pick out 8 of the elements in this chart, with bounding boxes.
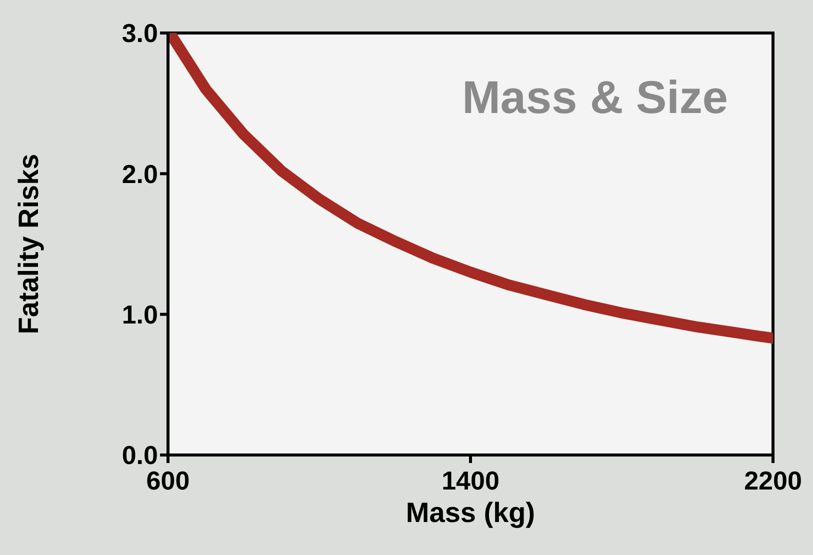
y-tick-label: 3.0: [122, 18, 158, 48]
x-tick-label: 2200: [744, 465, 802, 496]
x-tick-label: 1400: [442, 465, 500, 496]
y-tick-label: 2.0: [122, 158, 158, 189]
y-axis-title: Fatality Risks: [12, 154, 44, 334]
x-axis-title: Mass (kg): [406, 497, 536, 528]
y-tick-label: 1.0: [122, 300, 158, 330]
annotation: Mass & Size: [462, 70, 728, 124]
